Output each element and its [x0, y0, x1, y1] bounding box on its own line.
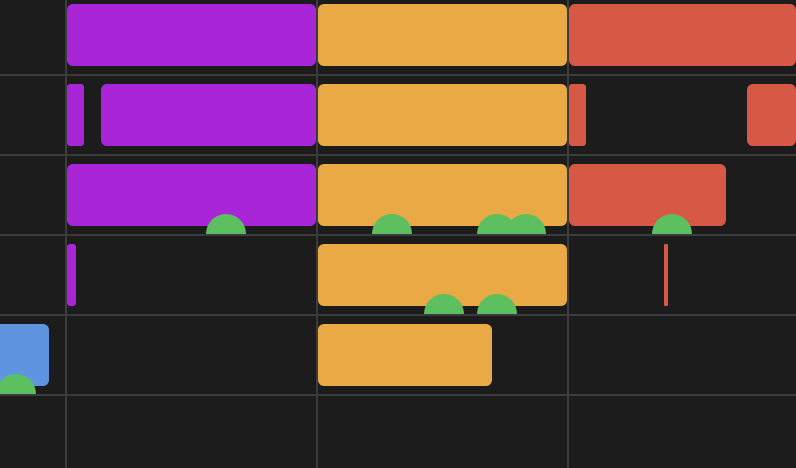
green-marker[interactable]	[0, 374, 36, 394]
row-divider	[0, 394, 796, 396]
purple-sliver-block[interactable]	[67, 244, 76, 306]
green-marker[interactable]	[477, 294, 517, 314]
purple-bar-block[interactable]	[67, 4, 316, 66]
red-bar-block[interactable]	[747, 84, 796, 146]
row-divider	[0, 314, 796, 316]
red-line-block[interactable]	[664, 244, 668, 306]
green-marker[interactable]	[506, 214, 546, 234]
orange-bar-block[interactable]	[318, 4, 567, 66]
row-divider	[0, 234, 796, 236]
orange-bar-block[interactable]	[318, 84, 567, 146]
green-marker[interactable]	[424, 294, 464, 314]
orange-bar-block[interactable]	[318, 324, 492, 386]
purple-bar-block[interactable]	[101, 84, 316, 146]
row-divider	[0, 154, 796, 156]
green-marker[interactable]	[652, 214, 692, 234]
red-bar-block[interactable]	[569, 4, 796, 66]
purple-bar-block[interactable]	[67, 164, 316, 226]
red-sliver-block[interactable]	[569, 84, 586, 146]
row-divider	[0, 74, 796, 76]
red-bar-block[interactable]	[569, 164, 726, 226]
green-marker[interactable]	[206, 214, 246, 234]
purple-sliver-block[interactable]	[67, 84, 84, 146]
green-marker[interactable]	[372, 214, 412, 234]
